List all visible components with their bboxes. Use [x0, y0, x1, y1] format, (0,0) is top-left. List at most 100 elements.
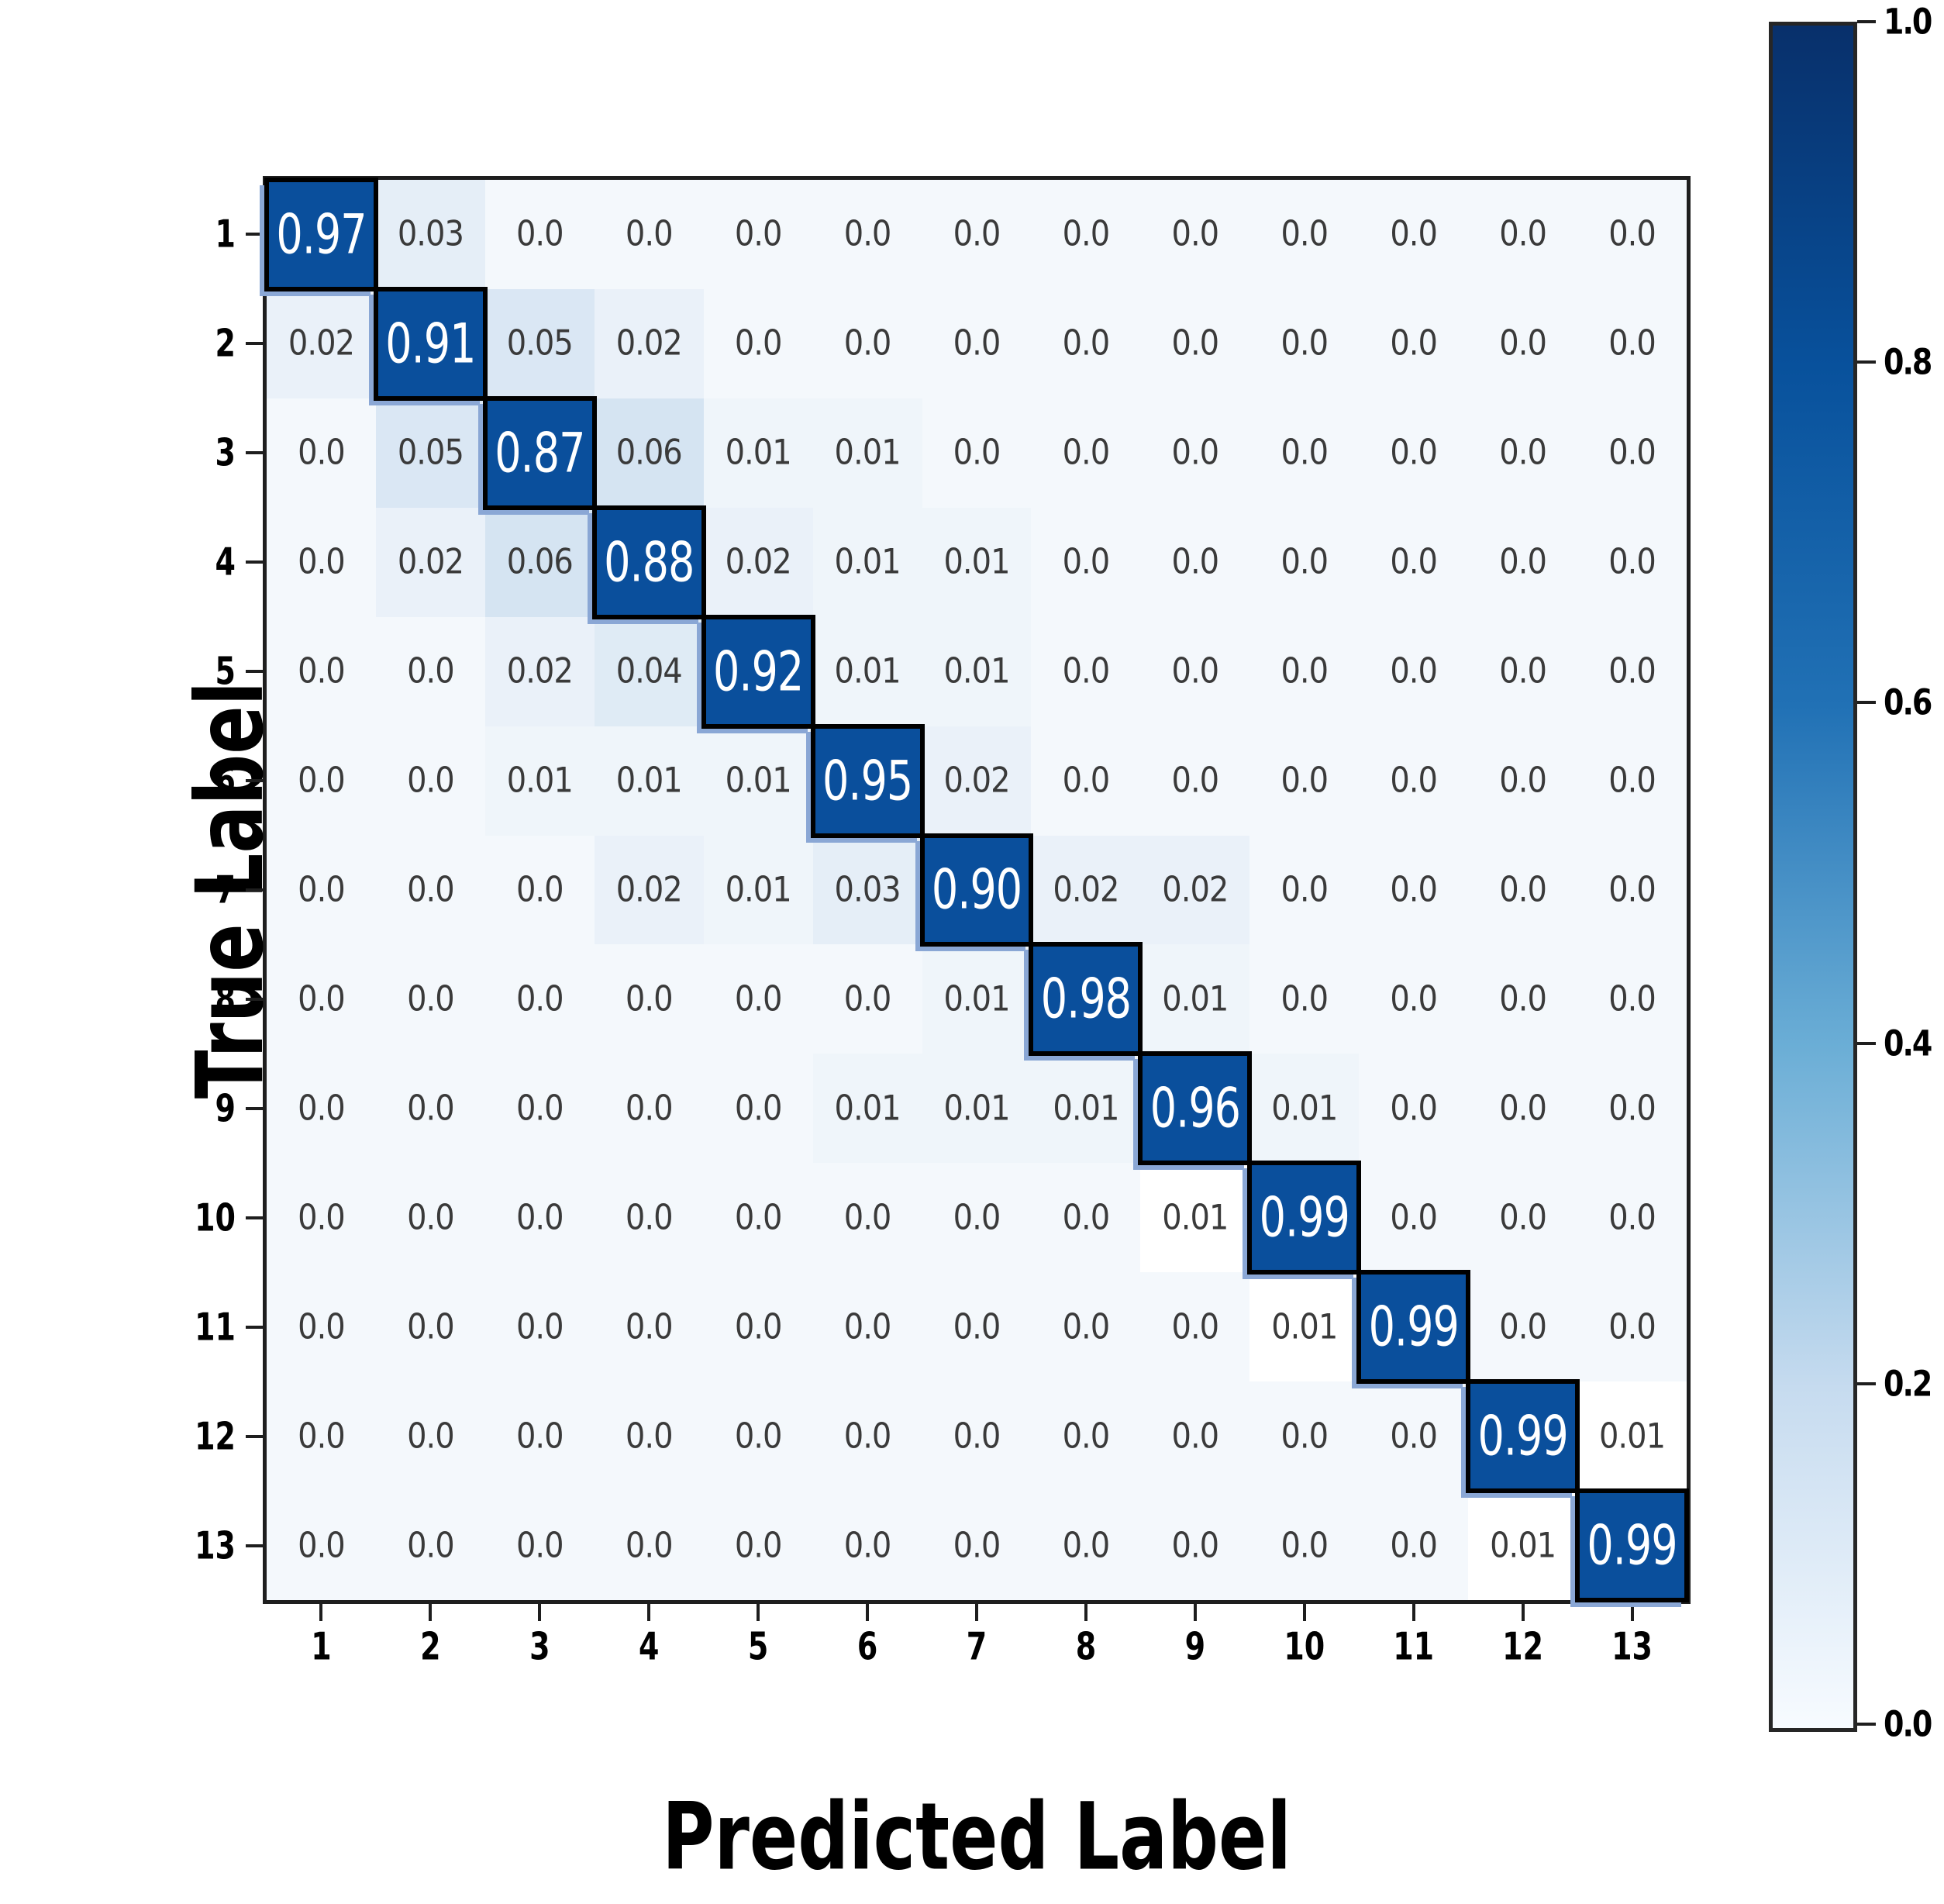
matrix-cell: 0.01: [1140, 944, 1250, 1054]
y-tickmark: [246, 997, 263, 1001]
matrix-cell-diagonal: 0.90: [919, 833, 1034, 947]
cell-value: 0.0: [734, 1416, 783, 1457]
heatmap-plot: 0.97 0.03 0.0 0.0 0.0 0.0 0.0 0.0 0.0 0.0 0.0 0.0 0.…: [263, 176, 1691, 1604]
y-tick-label: 8: [215, 977, 236, 1022]
cell-value: 0.0: [843, 1525, 892, 1566]
cell-value: 0.01: [834, 542, 901, 582]
cell-value: 0.0: [1608, 323, 1656, 364]
y-tick-label: 6: [215, 758, 236, 803]
cell-value: 0.0: [843, 1306, 892, 1347]
matrix-cell: 0.0: [375, 835, 485, 945]
cell-value: 0.0: [1062, 651, 1111, 692]
y-tick-label: 11: [195, 1305, 236, 1349]
matrix-cell: 0.06: [484, 507, 595, 617]
y-tickmark: [246, 1216, 263, 1219]
cell-value: 0.0: [625, 214, 674, 255]
matrix-cell: 0.0: [1468, 726, 1578, 836]
y-tickmark: [246, 670, 263, 674]
cell-value: 0.01: [725, 761, 792, 801]
matrix-cell: 0.0: [594, 1381, 704, 1492]
cell-value: 0.0: [953, 214, 1001, 255]
matrix-cell: 0.0: [484, 944, 595, 1054]
cell-value: 0.0: [1280, 1525, 1329, 1566]
matrix-cell: 0.0: [1140, 1381, 1250, 1492]
matrix-cell: 0.0: [922, 180, 1032, 289]
cell-value: 0.0: [1608, 1306, 1656, 1347]
matrix-cell: 0.0: [1249, 398, 1360, 508]
cell-value: 0.03: [834, 870, 901, 910]
cell-value: 0.0: [1062, 1416, 1111, 1457]
cell-value: 0.0: [625, 979, 674, 1019]
cell-value: 0.99: [1368, 1295, 1460, 1359]
matrix-cell: 0.0: [1359, 1491, 1469, 1600]
matrix-cell: 0.0: [267, 1272, 376, 1382]
cell-value: 0.0: [1608, 761, 1656, 801]
matrix-cell: 0.0: [594, 1272, 704, 1382]
cell-value: 0.0: [843, 1416, 892, 1457]
cell-value: 0.01: [834, 651, 901, 692]
matrix-cell: 0.01: [922, 944, 1032, 1054]
cell-value: 0.0: [1062, 1525, 1111, 1566]
matrix-cell: 0.01: [1249, 1272, 1360, 1382]
matrix-cell: 0.0: [375, 944, 485, 1054]
matrix-cell: 0.0: [484, 1054, 595, 1164]
cell-value: 0.0: [734, 1197, 783, 1238]
cell-value: 0.0: [407, 870, 455, 910]
cell-value: 0.0: [1062, 214, 1111, 255]
cell-value: 0.0: [1499, 870, 1547, 910]
y-tickmark: [246, 233, 263, 236]
x-tickmark: [866, 1604, 870, 1621]
colorbar: [1769, 22, 1857, 1732]
y-tickmark: [246, 1106, 263, 1110]
cell-value: 0.0: [515, 1197, 564, 1238]
matrix-cell: 0.0: [375, 1163, 485, 1273]
matrix-cell: 0.01: [812, 1054, 922, 1164]
y-tick-label: 12: [195, 1414, 236, 1458]
x-tickmark: [975, 1604, 978, 1621]
matrix-cell: 0.0: [703, 288, 813, 398]
cell-value: 0.01: [1271, 1088, 1338, 1129]
cell-value: 0.0: [1390, 1416, 1438, 1457]
cell-value: 0.0: [407, 979, 455, 1019]
matrix-cell: 0.0: [812, 944, 922, 1054]
matrix-cell: 0.0: [484, 1381, 595, 1492]
matrix-cell: 0.0: [812, 288, 922, 398]
matrix-cell: 0.01: [1140, 1163, 1250, 1273]
cell-value: 0.0: [407, 1306, 455, 1347]
cell-value: 0.0: [1608, 979, 1656, 1019]
matrix-cell-diagonal: 0.99: [1466, 1379, 1580, 1494]
matrix-cell: 0.0: [267, 1381, 376, 1492]
matrix-cell: 0.0: [1249, 944, 1360, 1054]
x-tickmark: [1411, 1604, 1415, 1621]
colorbar-tick-label: 1.0: [1884, 1, 1932, 43]
cell-value: 0.0: [407, 1525, 455, 1566]
matrix-cell: 0.01: [922, 507, 1032, 617]
matrix-cell: 0.0: [1031, 1272, 1141, 1382]
cell-value: 0.0: [407, 651, 455, 692]
matrix-cell: 0.0: [1249, 835, 1360, 945]
cell-value: 0.0: [407, 1088, 455, 1129]
x-tickmark: [757, 1604, 760, 1621]
matrix-cell: 0.0: [1031, 726, 1141, 836]
matrix-cell: 0.0: [1031, 616, 1141, 726]
y-tickmark: [246, 1434, 263, 1438]
matrix-cell-diagonal: 0.87: [482, 395, 597, 510]
cell-value: 0.0: [734, 214, 783, 255]
matrix-cell: 0.0: [1359, 507, 1469, 617]
matrix-cell: 0.0: [1577, 944, 1687, 1054]
cell-value: 0.0: [1390, 651, 1438, 692]
matrix-cell: 0.01: [703, 398, 813, 508]
cell-value: 0.01: [1490, 1525, 1556, 1566]
cell-value: 0.0: [625, 1197, 674, 1238]
matrix-cell: 0.0: [1577, 507, 1687, 617]
matrix-cell: 0.01: [484, 726, 595, 836]
matrix-cell: 0.0: [484, 835, 595, 945]
matrix-cell: 0.0: [1577, 616, 1687, 726]
cell-value: 0.0: [515, 214, 564, 255]
cell-value: 0.0: [1608, 1197, 1656, 1238]
cell-value: 0.0: [298, 542, 346, 582]
matrix-cell: 0.0: [484, 180, 595, 289]
y-tickmark: [246, 1325, 263, 1329]
matrix-cell: 0.0: [1359, 180, 1469, 289]
matrix-cell: 0.0: [267, 616, 376, 726]
